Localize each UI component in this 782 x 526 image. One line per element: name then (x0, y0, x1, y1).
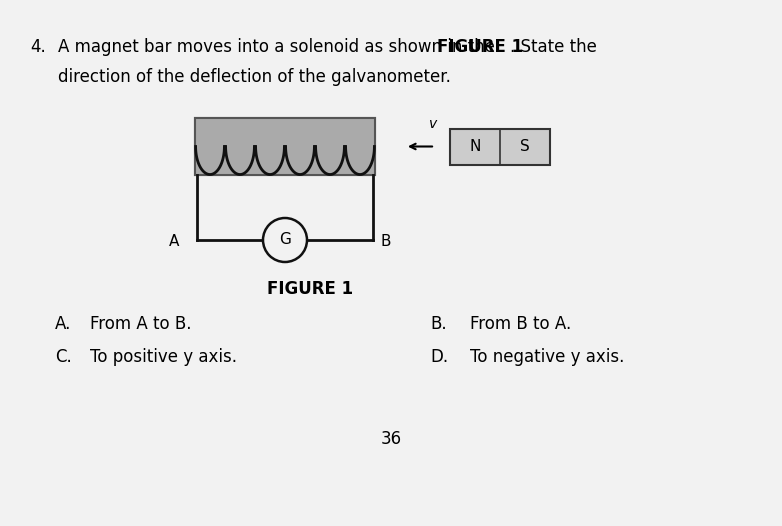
Text: To negative y axis.: To negative y axis. (470, 348, 624, 366)
Text: FIGURE 1: FIGURE 1 (267, 280, 353, 298)
Text: S: S (520, 139, 530, 154)
Text: From A to B.: From A to B. (90, 315, 192, 333)
Text: v: v (429, 117, 437, 132)
Text: B: B (381, 235, 392, 249)
Bar (195, 118, 375, 175)
Text: D.: D. (430, 348, 448, 366)
Text: FIGURE 1: FIGURE 1 (437, 38, 523, 56)
Circle shape (263, 218, 307, 262)
Text: . State the: . State the (510, 38, 597, 56)
Text: From B to A.: From B to A. (470, 315, 571, 333)
Text: A: A (169, 235, 179, 249)
Text: 36: 36 (380, 430, 402, 448)
Bar (195, 118, 375, 175)
Text: B.: B. (430, 315, 447, 333)
Bar (450, 128, 550, 165)
Text: A.: A. (55, 315, 71, 333)
Text: To positive y axis.: To positive y axis. (90, 348, 237, 366)
Text: 4.: 4. (30, 38, 46, 56)
Text: A magnet bar moves into a solenoid as shown in the: A magnet bar moves into a solenoid as sh… (58, 38, 500, 56)
Text: N: N (469, 139, 481, 154)
Text: direction of the deflection of the galvanometer.: direction of the deflection of the galva… (58, 68, 451, 86)
Text: G: G (279, 232, 291, 248)
Text: C.: C. (55, 348, 72, 366)
